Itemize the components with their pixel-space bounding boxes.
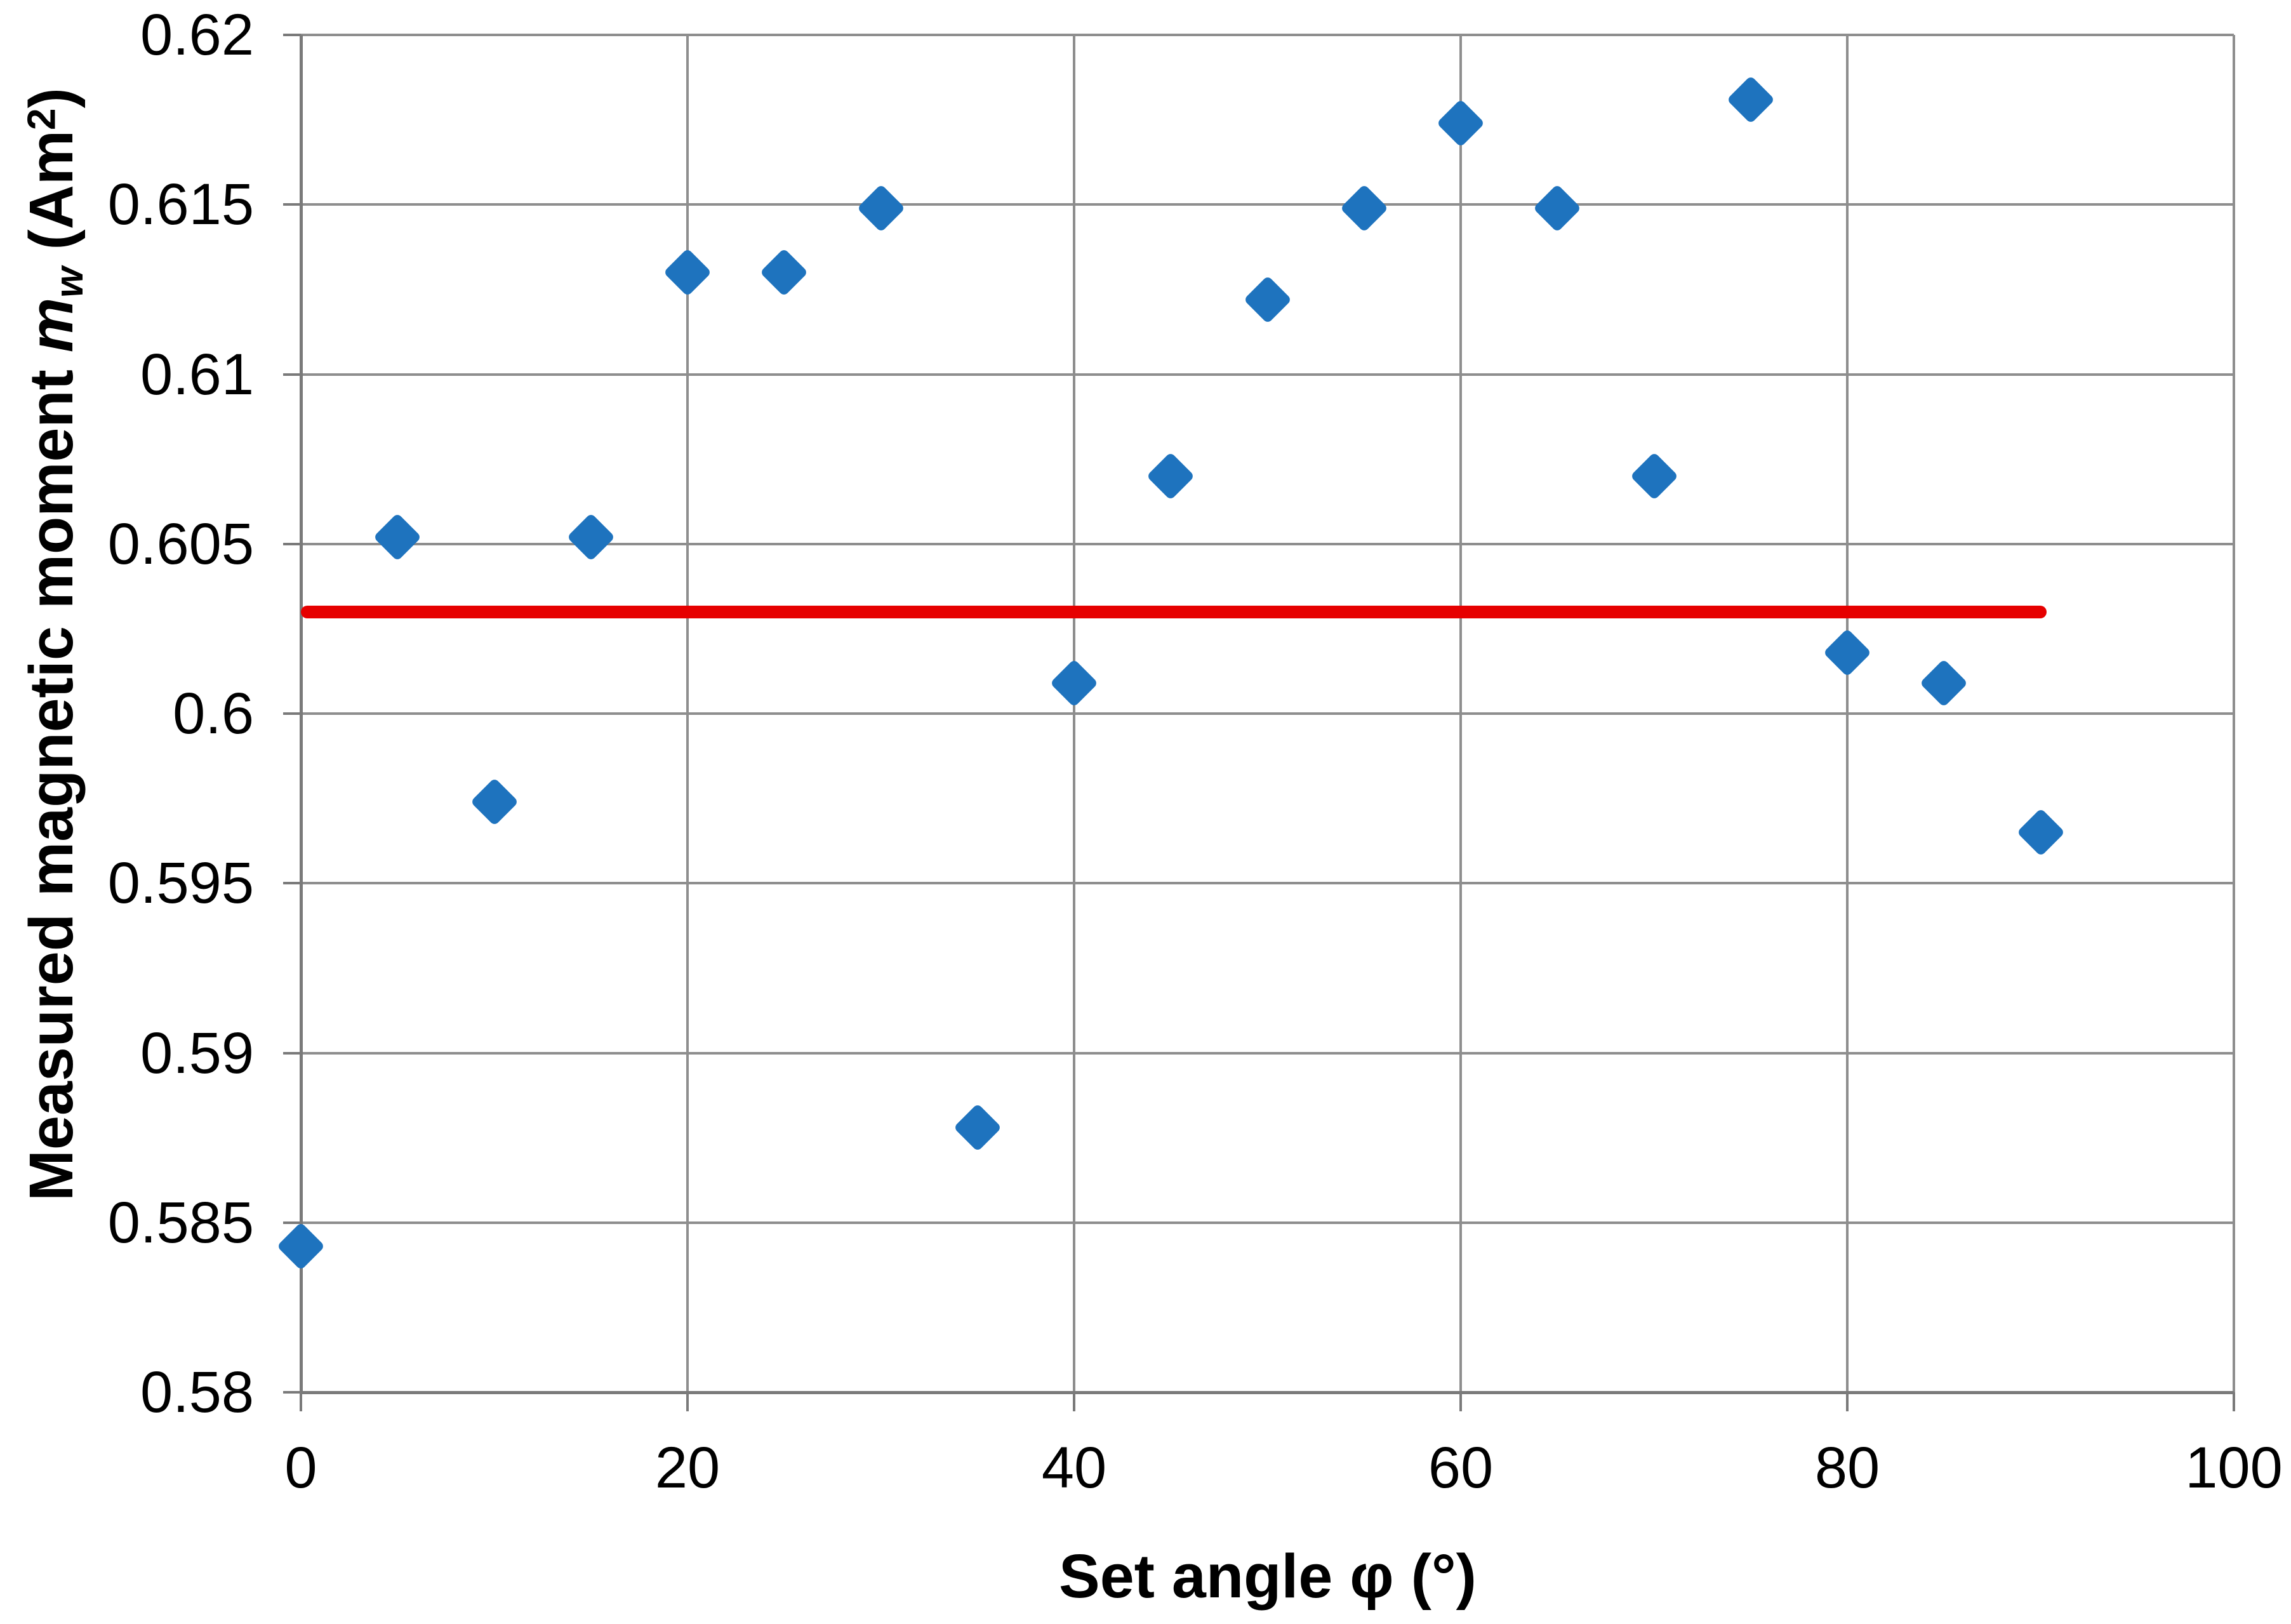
data-point-diamond: [1533, 183, 1582, 232]
y-axis-title: Measured magnetic moment mw (Am2): [16, 88, 92, 1201]
data-point-diamond: [1823, 628, 1872, 677]
data-point-diamond: [1049, 658, 1099, 708]
x-axis-symbol: φ: [1350, 1541, 1394, 1611]
data-point-diamond: [470, 777, 519, 827]
data-point-diamond: [276, 1221, 326, 1271]
data-point-diamond: [856, 183, 905, 232]
h-gridline: [301, 712, 2234, 715]
x-tick-label: 40: [1041, 1435, 1107, 1500]
h-gridline: [301, 34, 2234, 36]
data-point-diamond: [663, 248, 712, 297]
y-axis-tick: [283, 1221, 301, 1224]
data-point-diamond: [1436, 98, 1485, 148]
x-tick-label: 60: [1428, 1435, 1494, 1500]
y-tick-label: 0.58: [140, 1360, 254, 1425]
x-tick-label: 20: [654, 1435, 721, 1500]
data-point-diamond: [1339, 183, 1388, 232]
x-axis-tick: [686, 1392, 689, 1411]
x-tick-label: 100: [2185, 1435, 2283, 1500]
reference-mean-line: [301, 605, 2047, 618]
y-tick-label: 0.605: [107, 511, 254, 576]
x-tick-label: 80: [1814, 1435, 1880, 1500]
x-axis-tick: [1459, 1392, 1462, 1411]
y-axis-unit-open: (Am: [17, 130, 86, 267]
y-axis-unit-superscript: 2: [20, 108, 64, 130]
data-point-diamond: [1920, 658, 1969, 708]
y-axis-line: [300, 35, 303, 1394]
h-gridline: [301, 882, 2234, 885]
h-gridline: [301, 203, 2234, 206]
y-axis-title-text: Measured magnetic moment: [17, 352, 86, 1201]
data-point-diamond: [1243, 275, 1292, 324]
y-axis-tick: [283, 712, 301, 715]
data-point-diamond: [373, 512, 422, 562]
h-gridline: [301, 373, 2234, 376]
x-axis-title-text: Set angle: [1059, 1541, 1350, 1611]
data-point-diamond: [953, 1103, 1002, 1152]
y-axis-tick: [283, 1051, 301, 1055]
data-point-diamond: [566, 512, 615, 562]
y-tick-label: 0.61: [140, 342, 254, 407]
y-tick-label: 0.62: [140, 3, 254, 67]
y-axis-tick: [283, 1391, 301, 1394]
h-gridline: [301, 1221, 2234, 1224]
h-gridline: [301, 542, 2234, 545]
y-axis-tick: [283, 373, 301, 376]
data-point-diamond: [760, 248, 809, 297]
y-axis-tick: [283, 34, 301, 36]
x-axis-title: Set angle φ (°): [1059, 1541, 1477, 1612]
y-axis-symbol: m: [17, 297, 86, 353]
x-axis-unit: (°): [1393, 1541, 1477, 1611]
y-axis-unit-close: ): [17, 88, 86, 109]
data-point-diamond: [1146, 451, 1195, 501]
x-axis-tick: [300, 1392, 302, 1411]
y-tick-label: 0.59: [140, 1020, 254, 1086]
y-tick-label: 0.615: [107, 172, 254, 237]
y-axis-tick: [283, 203, 301, 206]
h-gridline: [301, 1051, 2234, 1055]
data-point-diamond: [1726, 75, 1775, 124]
data-point-diamond: [2016, 808, 2065, 857]
x-axis-tick: [1073, 1392, 1075, 1411]
x-axis-tick: [1846, 1392, 1849, 1411]
data-point-diamond: [1630, 451, 1678, 501]
y-axis-tick: [283, 542, 301, 545]
v-gridline: [2233, 35, 2235, 1392]
y-axis-symbol-subscript: w: [47, 267, 91, 298]
x-axis-tick: [2233, 1392, 2235, 1411]
x-axis-line: [301, 1391, 2234, 1394]
y-tick-label: 0.585: [107, 1190, 254, 1255]
y-axis-tick: [283, 882, 301, 885]
y-tick-label: 0.595: [107, 851, 254, 916]
x-tick-label: 0: [284, 1435, 317, 1500]
y-tick-label: 0.6: [173, 681, 254, 746]
